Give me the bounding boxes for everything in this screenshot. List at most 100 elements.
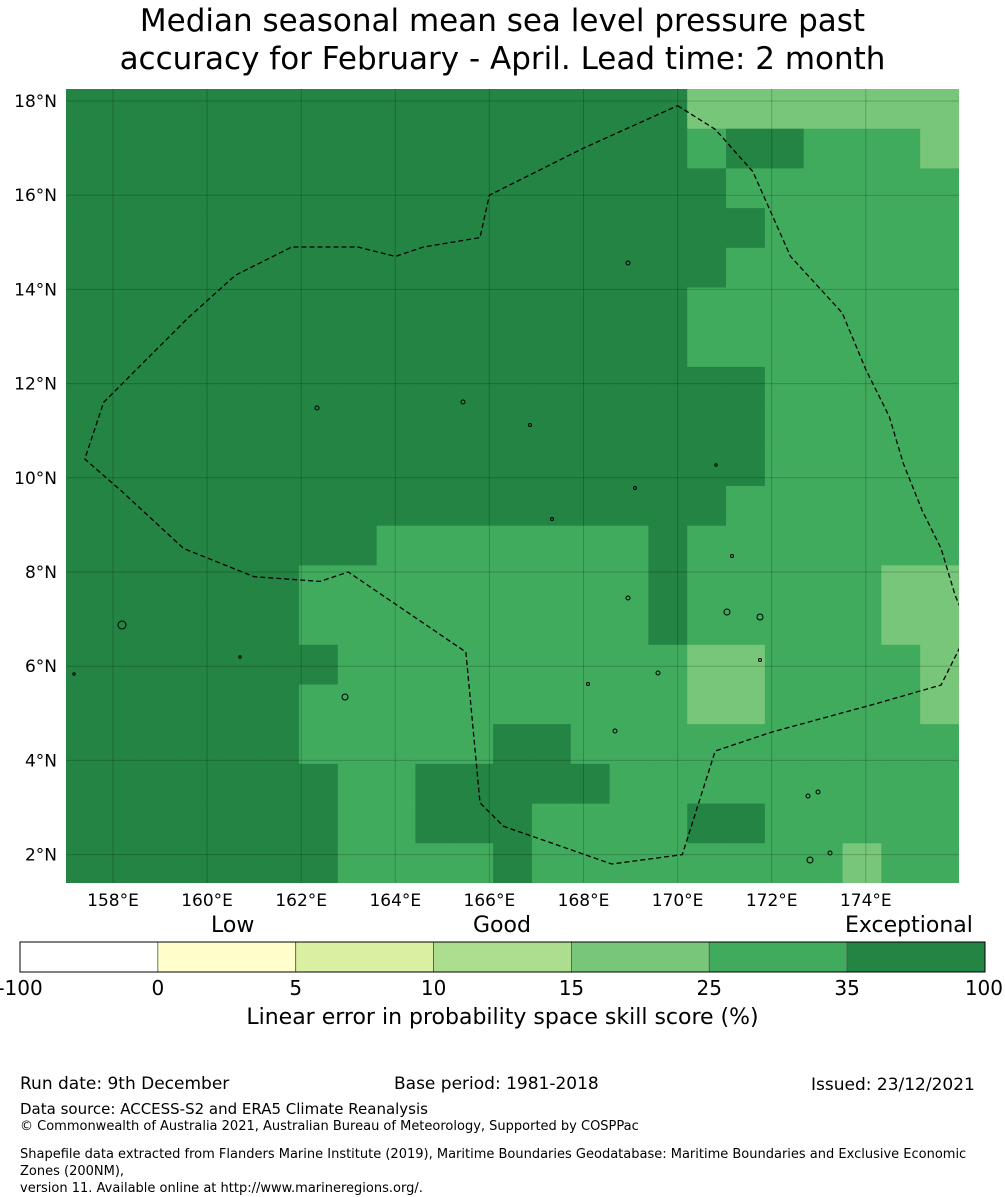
grid-cell (726, 724, 766, 765)
grid-cell (298, 724, 339, 765)
grid-cell (260, 287, 300, 328)
grid-cell (726, 247, 766, 289)
grid-cell (298, 843, 339, 883)
grid-cell (803, 247, 844, 289)
grid-cell (182, 287, 222, 328)
copyright: © Commonwealth of Australia 2021, Austra… (20, 1119, 639, 1134)
grid-cell (221, 684, 261, 725)
grid-cell (337, 208, 378, 249)
grid-cell (182, 208, 222, 249)
grid-cell (376, 89, 417, 130)
grid-cell (764, 843, 805, 883)
grid-cell (570, 168, 611, 209)
grid-cell (648, 763, 688, 805)
grid-cell (609, 128, 649, 169)
grid-cell (454, 843, 494, 883)
grid-cell (764, 486, 805, 527)
grid-cell (726, 287, 766, 328)
island-outline (758, 658, 762, 662)
grid-cell (764, 128, 805, 169)
grid-cell (881, 486, 921, 527)
grid-cell (143, 128, 184, 169)
grid-cell (143, 406, 184, 447)
grid-cell (415, 446, 455, 487)
grid-cell (570, 366, 611, 408)
grid-cell (842, 128, 882, 169)
grid-cell (143, 168, 184, 209)
grid-cell (764, 287, 805, 328)
grid-cell (648, 644, 688, 686)
grid-cell (182, 128, 222, 169)
grid-cell (104, 287, 145, 328)
grid-cell (726, 406, 766, 447)
grid-cell (143, 208, 184, 249)
grid-cell (648, 486, 688, 527)
grid-cell (531, 605, 572, 646)
grid-cell (182, 327, 222, 368)
grid-cell (376, 565, 417, 606)
grid-cell (570, 763, 611, 805)
grid-cell (415, 406, 455, 447)
grid-cell (764, 247, 805, 289)
grid-cell (920, 247, 959, 289)
longitude-tick-label: 166°E (464, 891, 516, 911)
grid-cell (415, 763, 455, 805)
grid-cell (376, 287, 417, 328)
grid-cell (764, 168, 805, 209)
grid-cell (182, 644, 222, 686)
grid-cell (298, 287, 339, 328)
grid-cell (726, 366, 766, 408)
grid-cell (104, 803, 145, 844)
grid-cell (104, 486, 145, 527)
grid-cell (648, 446, 688, 487)
grid-cell (221, 843, 261, 883)
latitude-tick-label: 2°N (25, 846, 57, 866)
grid-cell (66, 287, 106, 328)
grid-cell (687, 684, 727, 725)
grid-cell (415, 525, 455, 566)
colorbar-tick-label: 25 (697, 976, 722, 1000)
grid-cell (881, 565, 921, 606)
grid-cell (66, 843, 106, 883)
grid-cell (298, 89, 339, 130)
grid-cell (260, 644, 300, 686)
grid-cell (66, 803, 106, 844)
grid-cell (415, 644, 455, 686)
grid-cell (726, 644, 766, 686)
grid-cell (221, 247, 261, 289)
grid-cell (143, 446, 184, 487)
grid-cell (376, 327, 417, 368)
latitude-tick-label: 18°N (14, 92, 57, 112)
grid-cell (415, 247, 455, 289)
grid-cell (764, 366, 805, 408)
grid-cell (337, 366, 378, 408)
grid-cell (726, 605, 766, 646)
base-period: Base period: 1981-2018 (394, 1074, 599, 1094)
grid-cell (298, 565, 339, 606)
grid-cell (298, 208, 339, 249)
island-outline (633, 486, 637, 490)
grid-cell (842, 486, 882, 527)
grid-cell (337, 684, 378, 725)
grid-cell (182, 89, 222, 130)
grid-cell (337, 247, 378, 289)
grid-cell (415, 327, 455, 368)
latitude-tick-label: 8°N (25, 563, 57, 583)
grid-cell (531, 803, 572, 844)
grid-cell (260, 446, 300, 487)
grid-cell (881, 327, 921, 368)
colorbar-tick-label: 100 (965, 976, 1003, 1000)
grid-cell (842, 366, 882, 408)
colorbar-tick-label: 5 (289, 976, 302, 1000)
grid-cell (66, 446, 106, 487)
colorbar-segment (433, 941, 572, 973)
grid-cell (570, 843, 611, 883)
grid-cell (531, 366, 572, 408)
island-outline (625, 595, 631, 601)
grid-cell (881, 843, 921, 883)
grid-cell (803, 565, 844, 606)
grid-cell (803, 287, 844, 328)
grid-cell (531, 89, 572, 130)
grid-cell (376, 803, 417, 844)
grid-cell (764, 565, 805, 606)
